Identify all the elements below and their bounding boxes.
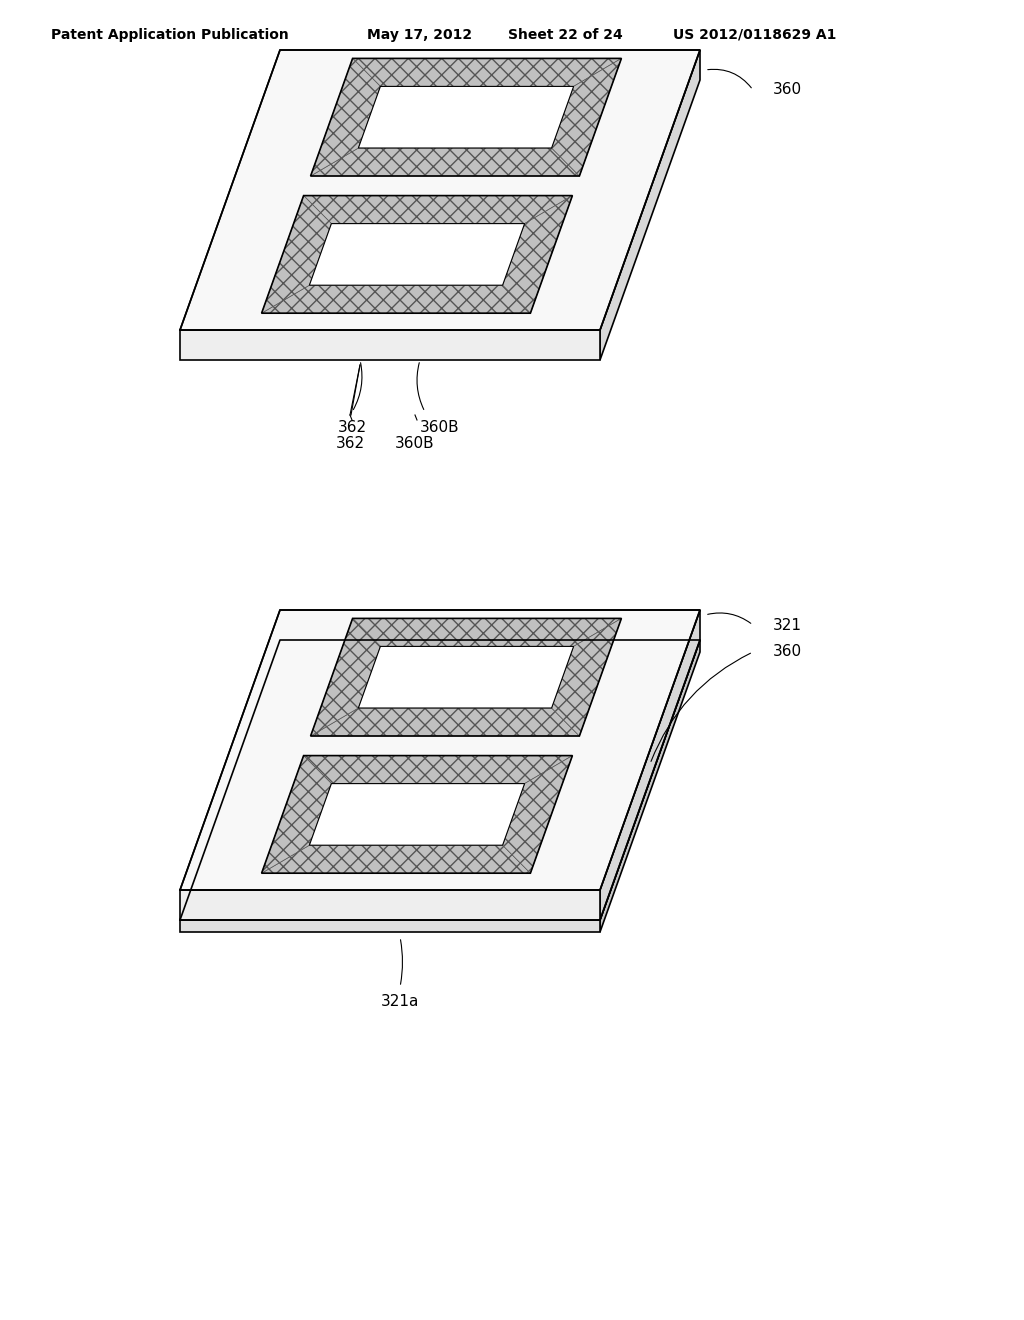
- Polygon shape: [600, 610, 700, 920]
- Text: 360: 360: [773, 82, 802, 98]
- Polygon shape: [180, 920, 600, 932]
- Text: US 2012/0118629 A1: US 2012/0118629 A1: [674, 28, 837, 42]
- Polygon shape: [310, 148, 580, 176]
- Polygon shape: [309, 223, 524, 285]
- Polygon shape: [600, 640, 700, 932]
- Text: 360: 360: [773, 644, 802, 660]
- Polygon shape: [310, 708, 580, 737]
- Polygon shape: [552, 58, 622, 176]
- Polygon shape: [303, 195, 572, 223]
- Text: 362: 362: [338, 421, 367, 436]
- Text: 360B: 360B: [420, 421, 460, 436]
- Polygon shape: [303, 755, 572, 784]
- Polygon shape: [503, 755, 572, 874]
- Text: FIG.8D: FIG.8D: [345, 648, 434, 672]
- Polygon shape: [261, 755, 332, 874]
- Text: FIG.8C: FIG.8C: [346, 108, 433, 132]
- Polygon shape: [180, 610, 700, 890]
- Text: 360B: 360B: [395, 436, 435, 450]
- Polygon shape: [310, 58, 380, 176]
- Polygon shape: [180, 640, 700, 920]
- Polygon shape: [503, 195, 572, 313]
- Text: Sheet 22 of 24: Sheet 22 of 24: [508, 28, 623, 42]
- Polygon shape: [352, 618, 622, 647]
- Polygon shape: [600, 50, 700, 360]
- Polygon shape: [358, 86, 573, 148]
- Text: 321a: 321a: [381, 994, 419, 1010]
- Text: May 17, 2012: May 17, 2012: [368, 28, 472, 42]
- Text: 321: 321: [773, 618, 802, 632]
- Polygon shape: [261, 845, 530, 874]
- Polygon shape: [309, 784, 524, 845]
- Polygon shape: [310, 618, 380, 737]
- Polygon shape: [261, 195, 332, 313]
- Text: Patent Application Publication: Patent Application Publication: [51, 28, 289, 42]
- Text: 362: 362: [336, 436, 365, 450]
- Polygon shape: [180, 330, 600, 360]
- Polygon shape: [180, 50, 700, 330]
- Polygon shape: [552, 618, 622, 737]
- Polygon shape: [180, 890, 600, 920]
- Polygon shape: [261, 285, 530, 313]
- Polygon shape: [358, 647, 573, 708]
- Polygon shape: [352, 58, 622, 86]
